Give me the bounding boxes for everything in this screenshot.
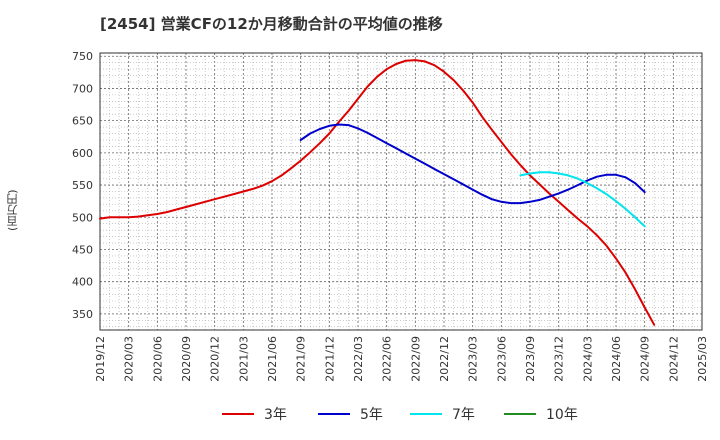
legend-label: 7年 [452,407,475,423]
x-tick-label: 2021/09 [295,336,308,382]
y-tick-label: 350 [72,308,93,321]
y-tick-label: 550 [72,179,93,192]
y-tick-label: 750 [72,50,93,63]
plot-frame [99,52,703,331]
y-tick-label: 700 [72,82,93,95]
x-tick-label: 2020/03 [123,336,136,382]
chart-title: [2454] 営業CFの12か月移動合計の平均値の推移 [100,15,443,33]
x-tick-label: 2023/03 [467,336,480,382]
x-tick-label: 2020/09 [180,336,193,382]
y-tick-label: 600 [72,147,93,160]
x-tick-label: 2024/03 [581,336,594,382]
x-tick-label: 2019/12 [94,336,107,382]
series-line-7年 [519,171,646,228]
x-tick-label: 2020/06 [151,336,164,382]
legend-label: 3年 [264,407,287,423]
x-tick-label: 2022/03 [352,336,365,382]
x-tick-label: 2023/06 [495,336,508,382]
x-tick-label: 2024/09 [639,336,652,382]
x-tick-label: 2024/06 [610,336,623,382]
x-tick-label: 2024/12 [667,336,680,382]
y-tick-label: 650 [72,115,93,128]
series-line-3年 [99,59,656,326]
x-tick-label: 2021/03 [237,336,250,382]
y-tick-label: 450 [72,243,93,256]
y-tick-label: 500 [72,211,93,224]
series-line-5年 [299,123,646,205]
x-tick-label: 2023/12 [553,336,566,382]
x-tick-label: 2022/06 [381,336,394,382]
legend-label: 5年 [360,407,383,423]
y-tick-label: 400 [72,276,93,289]
x-tick-label: 2022/12 [438,336,451,382]
x-tick-label: 2021/06 [266,336,279,382]
x-tick-label: 2021/12 [323,336,336,382]
x-tick-label: 2023/09 [524,336,537,382]
x-tick-label: 2025/03 [696,336,709,382]
x-tick-label: 2020/12 [209,336,222,382]
legend-label: 10年 [546,407,578,423]
x-tick-label: 2022/09 [409,336,422,382]
